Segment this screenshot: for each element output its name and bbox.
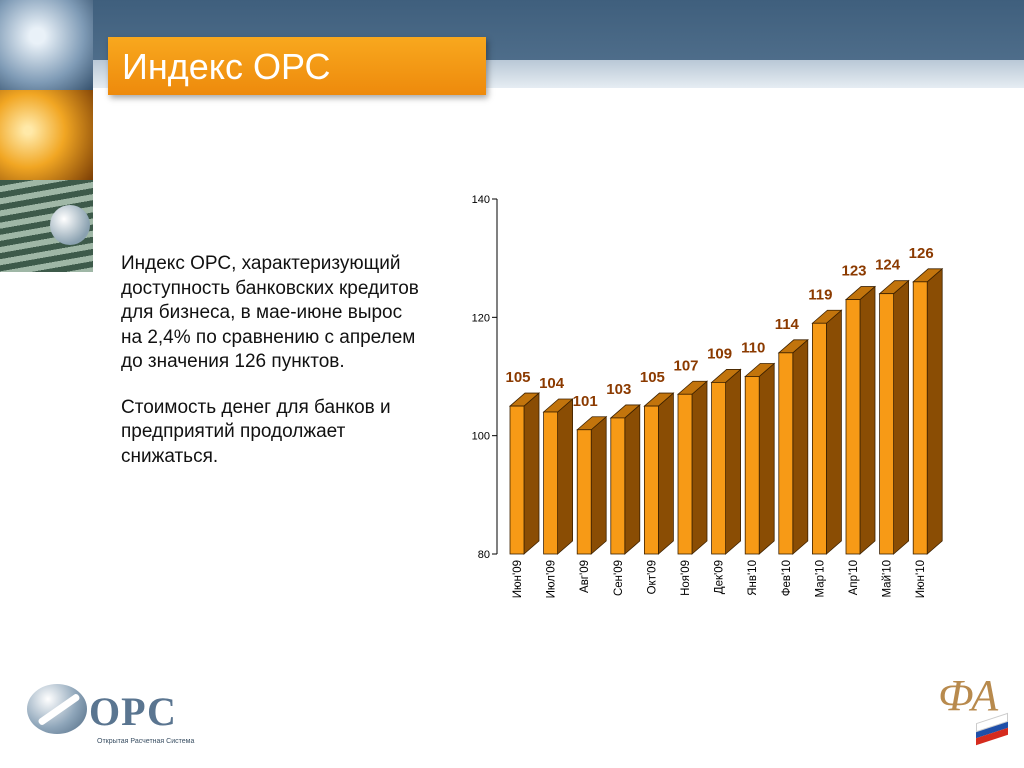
bar-8 — [778, 352, 794, 555]
data-label-10: 123 — [841, 263, 866, 280]
globe-icon — [50, 205, 90, 245]
bar-side-8 — [792, 338, 809, 555]
bar-side-4 — [657, 392, 674, 555]
data-label-3: 103 — [606, 381, 631, 398]
x-tick-label-8: Фев'10 — [781, 560, 793, 596]
x-tick-label-12: Июн'10 — [915, 560, 927, 598]
photo-gold-coins — [0, 90, 93, 180]
y-tick-label-0: 80 — [478, 549, 490, 561]
bar-side-10 — [859, 285, 876, 555]
x-tick-label-5: Ноя'09 — [680, 560, 692, 596]
description-paragraph-2: Стоимость денег для банков и предприятий… — [121, 396, 391, 467]
bar-side-11 — [893, 279, 910, 555]
bar-side-0 — [523, 392, 540, 555]
x-tick-label-10: Апр'10 — [848, 560, 860, 595]
bar-11 — [879, 293, 895, 555]
bar-7 — [744, 376, 760, 555]
y-tick-label-1: 100 — [472, 431, 490, 443]
bar-side-3 — [624, 404, 641, 555]
photo-keyboard-globe — [0, 180, 93, 272]
page-title: Индекс ОРС — [122, 46, 331, 87]
ors-logo-name: ОРС — [89, 689, 177, 734]
bar-2 — [576, 429, 592, 555]
title-box: Индекс ОРС — [108, 37, 486, 95]
bar-5 — [677, 393, 693, 555]
bar-6 — [711, 382, 727, 555]
ors-logo-tagline: Открытая Расчетная Система — [97, 738, 195, 745]
bar-12 — [912, 281, 928, 555]
x-tick-label-6: Дек'09 — [714, 560, 726, 594]
data-label-0: 105 — [505, 369, 530, 386]
bar-9 — [811, 322, 827, 555]
y-tick-label-2: 120 — [472, 312, 490, 324]
x-tick-label-2: Авг'09 — [579, 560, 591, 593]
x-tick-label-3: Сен'09 — [613, 560, 625, 596]
x-tick-label-9: Мар'10 — [814, 560, 826, 598]
ors-logo: ОРС Открытая Расчетная Система — [25, 676, 215, 750]
x-tick-label-7: Янв'10 — [747, 560, 759, 596]
bar-side-12 — [926, 267, 943, 555]
bar-side-2 — [590, 415, 607, 555]
bar-chart: 80 100 120 140 105 Июн'09 104 Июл'09 101 Авг'09 10… — [472, 194, 944, 598]
bar-side-5 — [691, 380, 708, 555]
description-paragraph-1: Индекс ОРС, характеризующий доступность … — [121, 253, 419, 372]
data-label-8: 114 — [775, 316, 800, 333]
data-label-2: 101 — [573, 393, 598, 410]
data-label-5: 107 — [673, 357, 698, 374]
description: Индекс ОРС, характеризующий доступность … — [121, 252, 421, 490]
x-tick-label-11: Май'10 — [882, 560, 894, 598]
fa-logo: ФА — [934, 668, 1014, 746]
data-label-11: 124 — [875, 257, 901, 274]
photo-strip — [0, 0, 93, 272]
bar-10 — [845, 299, 861, 555]
fa-monogram-icon: ФА — [938, 671, 999, 720]
bar-3 — [610, 417, 626, 555]
x-tick-label-1: Июл'09 — [546, 560, 558, 598]
bar-1 — [543, 411, 558, 555]
data-label-12: 126 — [909, 245, 934, 262]
data-label-7: 110 — [741, 340, 765, 357]
y-tick-label-3: 140 — [472, 194, 490, 206]
bar-side-9 — [825, 309, 842, 555]
data-label-4: 105 — [640, 369, 665, 386]
data-label-6: 109 — [707, 345, 732, 362]
bar-side-6 — [725, 368, 742, 555]
x-tick-label-4: Окт'09 — [646, 560, 658, 594]
bar-side-1 — [557, 398, 573, 555]
bar-4 — [643, 405, 659, 555]
photo-globe-blue — [0, 0, 93, 90]
bar-side-7 — [758, 362, 775, 555]
data-label-9: 119 — [808, 286, 832, 303]
ors-logo-icon — [27, 684, 87, 734]
x-tick-label-0: Июн'09 — [512, 560, 524, 598]
data-label-1: 104 — [539, 375, 565, 392]
bar-0 — [509, 405, 525, 555]
